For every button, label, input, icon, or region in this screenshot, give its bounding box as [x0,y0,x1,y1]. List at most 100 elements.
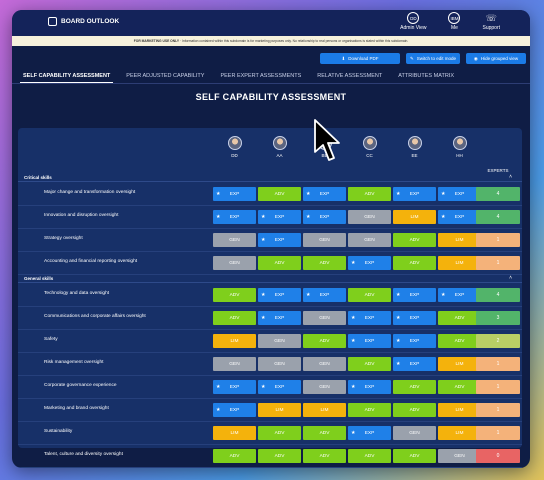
rating-cell[interactable]: ★ EXP [348,426,391,440]
tab-peer-expert-assessments[interactable]: PEER EXPERT ASSESSMENTS [220,73,302,79]
member-column-aa[interactable]: AA [258,136,301,158]
rating-cell[interactable]: ADV [438,334,481,348]
rating-cell[interactable]: GEN [303,233,346,247]
rating-cell[interactable]: ADV [393,380,436,394]
rating-cell[interactable]: ADV [438,380,481,394]
member-column-ee[interactable]: EE [393,136,436,158]
rating-cell[interactable]: LIM [438,357,481,371]
rating-cell[interactable]: ★ EXP [258,210,301,224]
rating-cell[interactable]: ★ EXP [258,233,301,247]
rating-cell[interactable]: ADV [348,288,391,302]
download-pdf-button[interactable]: ⬇ Download PDF [320,53,400,64]
chevron-up-icon[interactable]: ˄ [509,174,512,180]
rating-cell[interactable]: GEN [393,426,436,440]
nav-item-admin-view[interactable]: DD Admin View [400,12,426,31]
rating-cell[interactable]: ★ EXP [213,403,256,417]
rating-cell[interactable]: ADV [303,334,346,348]
rating-cell[interactable]: ★ EXP [258,311,301,325]
rating-cell[interactable]: ★ EXP [393,357,436,371]
rating-cell[interactable]: GEN [213,357,256,371]
rating-cell[interactable]: ADV [213,288,256,302]
chevron-up-icon[interactable]: ˄ [509,275,512,281]
avatar[interactable] [362,136,377,150]
rating-cell[interactable]: LIM [213,334,256,348]
rating-cell[interactable]: GEN [213,233,256,247]
rating-cell[interactable]: LIM [258,403,301,417]
rating-cell[interactable]: ★ EXP [393,187,436,201]
hide-grouped-view-button[interactable]: ◉ Hide grouped view [466,53,526,64]
tab-self-capability-assessment[interactable]: SELF CAPABILITY ASSESSMENT [20,68,114,83]
rating-cell[interactable]: ★ EXP [438,288,481,302]
rating-cell[interactable]: GEN [303,311,346,325]
rating-cell[interactable]: LIM [393,210,436,224]
rating-cell[interactable]: ADV [258,256,301,270]
rating-cell[interactable]: LIM [438,403,481,417]
rating-cell[interactable]: GEN [303,380,346,394]
rating-cell[interactable]: ★ EXP [348,256,391,270]
rating-cell[interactable]: GEN [303,357,346,371]
avatar[interactable] [227,136,242,150]
rating-cell[interactable]: ADV [213,311,256,325]
rating-cell[interactable]: ★ EXP [348,311,391,325]
rating-cell[interactable]: LIM [438,256,481,270]
rating-cell[interactable]: GEN [258,334,301,348]
rating-cell[interactable]: ADV [258,449,301,463]
member-column-cc[interactable]: CC [348,136,391,158]
rating-cell[interactable]: ADV [303,256,346,270]
logo[interactable]: BOARD OUTLOOK [48,17,119,26]
rating-cell[interactable]: ★ EXP [348,380,391,394]
rating-cell[interactable]: ★ EXP [393,311,436,325]
rating-value: GEN [229,361,240,367]
section-header[interactable]: General skills ˄ [18,275,522,283]
rating-cell[interactable]: GEN [348,233,391,247]
rating-cell[interactable]: GEN [438,449,481,463]
rating-cell[interactable]: ★ EXP [213,187,256,201]
rating-cell[interactable]: ADV [303,426,346,440]
nav-item-me[interactable]: IBM Me [448,12,461,31]
tab-attributes-matrix[interactable]: ATTRIBUTES MATRIX [398,73,454,79]
edit-mode-button[interactable]: ✎ Switch to edit mode [406,53,460,64]
tab-peer-adjusted-capability[interactable]: PEER ADJUSTED CAPABILITY [126,73,205,79]
rating-cell[interactable]: ADV [348,449,391,463]
rating-cell[interactable]: LIM [303,403,346,417]
rating-cell[interactable]: ADV [348,187,391,201]
avatar[interactable] [407,136,422,150]
rating-cell[interactable]: GEN [213,256,256,270]
member-column-dd[interactable]: DD [213,136,256,158]
rating-cell[interactable]: ★ EXP [213,210,256,224]
rating-cell[interactable]: ★ EXP [393,334,436,348]
rating-cell[interactable]: ADV [303,449,346,463]
rating-cell[interactable]: ★ EXP [438,210,481,224]
rating-cell[interactable]: ADV [438,311,481,325]
rating-cell[interactable]: ADV [393,449,436,463]
rating-cell[interactable]: ★ EXP [258,380,301,394]
rating-cell[interactable]: ADV [258,187,301,201]
rating-cell[interactable]: ADV [393,403,436,417]
rating-cell[interactable]: ★ EXP [213,380,256,394]
rating-cell[interactable]: LIM [213,426,256,440]
section-header[interactable]: Critical skills ˄ [18,174,522,182]
rating-cell[interactable]: ★ EXP [393,288,436,302]
rating-cell[interactable]: GEN [258,357,301,371]
member-column-hh[interactable]: HH [438,136,481,158]
rating-cell[interactable]: ADV [348,403,391,417]
rating-cell[interactable]: ★ EXP [258,288,301,302]
rating-cell[interactable]: LIM [438,233,481,247]
rating-cell[interactable]: ★ EXP [303,210,346,224]
avatar[interactable] [272,136,287,150]
rating-cell[interactable]: ADV [393,233,436,247]
rating-cell[interactable]: ★ EXP [303,288,346,302]
nav-item-support[interactable]: ☏ Support [482,12,500,32]
rating-cell[interactable]: ADV [258,426,301,440]
rating-value: GEN [274,338,285,344]
rating-cell[interactable]: ★ EXP [348,334,391,348]
rating-cell[interactable]: LIM [438,426,481,440]
rating-cell[interactable]: ★ EXP [303,187,346,201]
rating-cell[interactable]: ★ EXP [438,187,481,201]
rating-cell[interactable]: ADV [348,357,391,371]
avatar[interactable] [452,136,467,150]
rating-cell[interactable]: GEN [348,210,391,224]
rating-cell[interactable]: ADV [393,256,436,270]
tab-relative-assessment[interactable]: RELATIVE ASSESSMENT [317,73,383,79]
rating-cell[interactable]: ADV [213,449,256,463]
